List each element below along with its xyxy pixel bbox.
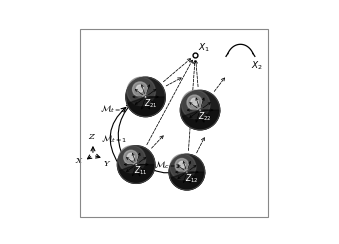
- Circle shape: [137, 85, 144, 92]
- Circle shape: [127, 153, 134, 160]
- Circle shape: [181, 90, 210, 119]
- Circle shape: [117, 146, 155, 183]
- Text: $Z_{12}$: $Z_{12}$: [184, 172, 198, 184]
- Circle shape: [144, 96, 147, 98]
- Text: $Z_{22}$: $Z_{22}$: [198, 111, 212, 123]
- Wedge shape: [170, 172, 205, 190]
- Circle shape: [191, 98, 198, 105]
- Circle shape: [133, 82, 147, 97]
- Circle shape: [127, 77, 155, 106]
- Circle shape: [126, 77, 165, 117]
- Wedge shape: [119, 164, 155, 183]
- Circle shape: [170, 154, 196, 180]
- Circle shape: [199, 109, 201, 111]
- Circle shape: [135, 163, 137, 166]
- Wedge shape: [181, 110, 220, 130]
- Text: $Z_{11}$: $Z_{11}$: [134, 165, 148, 177]
- Circle shape: [187, 95, 202, 110]
- Circle shape: [119, 146, 145, 173]
- Text: $X_1$: $X_1$: [198, 41, 210, 54]
- Text: $\mathcal{M}_{t=1}$: $\mathcal{M}_{t=1}$: [101, 133, 128, 145]
- Circle shape: [180, 90, 220, 130]
- Text: Z: Z: [88, 133, 94, 141]
- Circle shape: [186, 171, 188, 173]
- Text: Y: Y: [103, 160, 109, 168]
- Text: $Z_{21}$: $Z_{21}$: [144, 98, 157, 110]
- Text: $\mathcal{M}_{c=2}$: $\mathcal{M}_{c=2}$: [154, 160, 181, 171]
- Circle shape: [179, 161, 185, 168]
- Text: X: X: [76, 157, 82, 165]
- Circle shape: [169, 154, 205, 190]
- Circle shape: [124, 150, 138, 164]
- Text: $X_2$: $X_2$: [251, 60, 263, 72]
- Text: $\mathcal{M}_{t=2}$: $\mathcal{M}_{t=2}$: [100, 103, 126, 115]
- Wedge shape: [127, 97, 165, 117]
- Circle shape: [175, 159, 189, 172]
